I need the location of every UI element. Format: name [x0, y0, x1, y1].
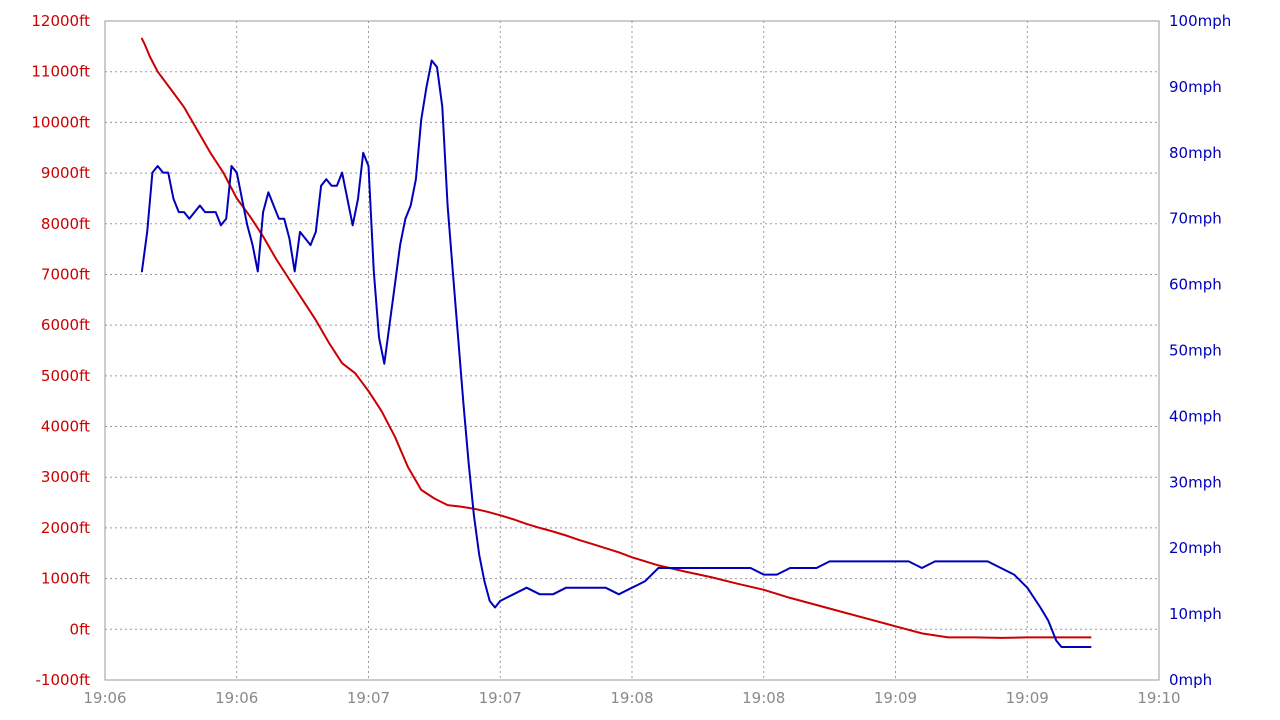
y-right-tick-label: 50mph — [1169, 342, 1222, 360]
y-right-tick-label: 70mph — [1169, 210, 1222, 228]
y-axis-left: -1000ft 0ft 1000ft 2000ft 3000ft 4000ft 5000ft… — [31, 12, 90, 689]
y-right-tick-label: 40mph — [1169, 407, 1222, 425]
series-line-altitude — [140, 37, 1092, 639]
y-right-tick-label: 90mph — [1169, 78, 1222, 96]
y-left-tick-label: 12000ft — [31, 12, 90, 30]
x-tick-label: 19:08 — [610, 689, 653, 707]
y-left-tick-label: 0ft — [70, 620, 91, 638]
y-right-tick-label: 10mph — [1169, 605, 1222, 623]
x-tick-label: 19:06 — [83, 689, 126, 707]
y-right-tick-label: 60mph — [1169, 276, 1222, 294]
y-left-tick-label: 10000ft — [31, 113, 90, 131]
x-tick-label: 19:07 — [479, 689, 522, 707]
plot-frame — [104, 20, 1160, 681]
series-line-speed — [140, 59, 1092, 648]
y-left-tick-label: 3000ft — [41, 468, 90, 486]
y-left-tick-label: 8000ft — [41, 215, 90, 233]
y-left-tick-label: 6000ft — [41, 316, 90, 334]
y-right-tick-label: 80mph — [1169, 144, 1222, 162]
x-tick-label: 19:07 — [347, 689, 390, 707]
y-left-tick-label: -1000ft — [36, 671, 91, 689]
y-right-tick-label: 20mph — [1169, 539, 1222, 557]
y-left-tick-label: 9000ft — [41, 164, 90, 182]
series-layer — [140, 37, 1092, 648]
y-left-tick-label: 5000ft — [41, 367, 90, 385]
y-right-tick-label: 100mph — [1169, 12, 1231, 30]
y-left-tick-label: 2000ft — [41, 519, 90, 537]
x-tick-label: 19:08 — [742, 689, 785, 707]
x-tick-label: 19:09 — [874, 689, 917, 707]
y-left-tick-label: 11000ft — [31, 63, 90, 81]
y-right-tick-label: 30mph — [1169, 473, 1222, 491]
x-tick-label: 19:10 — [1137, 689, 1180, 707]
y-right-tick-label: 0mph — [1169, 671, 1212, 689]
grid-layer — [105, 21, 1159, 680]
y-axis-right: 0mph 10mph 20mph 30mph 40mph 50mph 60mph 70mph 8… — [1169, 12, 1231, 689]
y-left-tick-label: 7000ft — [41, 265, 90, 283]
x-axis: 19:06 19:06 19:07 19:07 19:08 19:08 19:09 19:09… — [83, 689, 1180, 707]
x-tick-label: 19:09 — [1006, 689, 1049, 707]
x-tick-label: 19:06 — [215, 689, 258, 707]
y-left-tick-label: 1000ft — [41, 570, 90, 588]
y-left-tick-label: 4000ft — [41, 418, 90, 436]
